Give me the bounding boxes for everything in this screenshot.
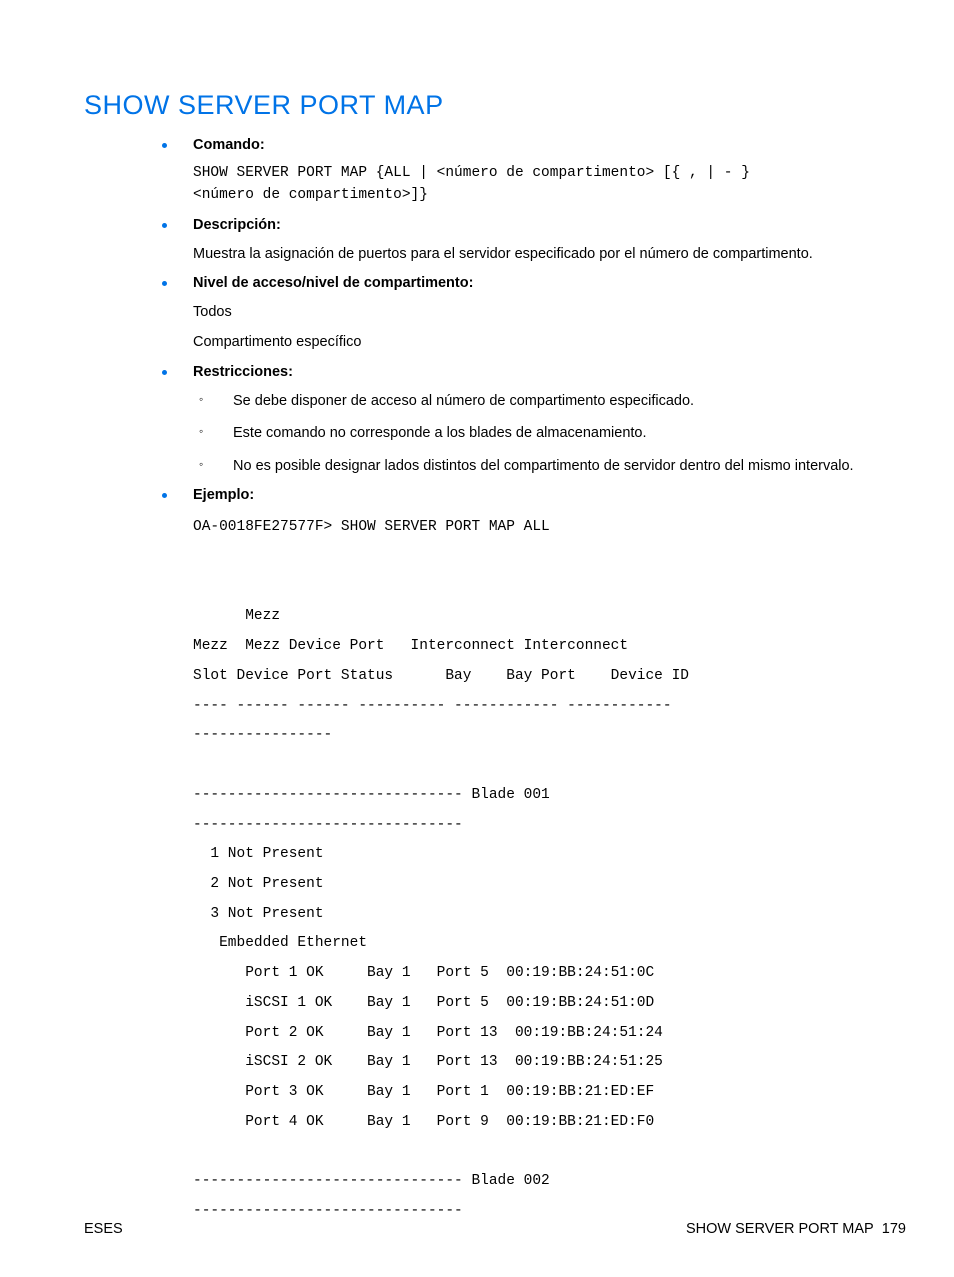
section-nivel: Nivel de acceso/nivel de compartimento: … <box>159 275 906 354</box>
comando-label: Comando: <box>193 137 906 153</box>
nivel-line2: Compartimento específico <box>193 331 906 353</box>
ejemplo-label: Ejemplo: <box>193 487 906 503</box>
descripcion-text: Muestra la asignación de puertos para el… <box>193 243 906 265</box>
ejemplo-output: OA-0018FE27577F> SHOW SERVER PORT MAP AL… <box>193 513 906 1226</box>
footer-left: ESES <box>84 1221 123 1237</box>
section-descripcion: Descripción: Muestra la asignación de pu… <box>159 217 906 265</box>
section-ejemplo: Ejemplo: OA-0018FE27577F> SHOW SERVER PO… <box>159 487 906 1226</box>
footer-right: SHOW SERVER PORT MAP 179 <box>686 1221 906 1237</box>
document-page: SHOW SERVER PORT MAP Comando: SHOW SERVE… <box>0 0 954 1277</box>
footer-right-label: SHOW SERVER PORT MAP <box>686 1221 874 1237</box>
restricciones-list: Se debe disponer de acceso al número de … <box>193 390 906 477</box>
nivel-line1: Todos <box>193 301 906 323</box>
restriccion-item: Este comando no corresponde a los blades… <box>193 422 906 444</box>
descripcion-label: Descripción: <box>193 217 906 233</box>
restriccion-item: Se debe disponer de acceso al número de … <box>193 390 906 412</box>
comando-code: SHOW SERVER PORT MAP {ALL | <número de c… <box>193 163 906 207</box>
page-footer: ESES SHOW SERVER PORT MAP 179 <box>84 1221 906 1237</box>
page-number: 179 <box>882 1221 906 1237</box>
restricciones-label: Restricciones: <box>193 364 906 380</box>
nivel-label: Nivel de acceso/nivel de compartimento: <box>193 275 906 291</box>
restriccion-item: No es posible designar lados distintos d… <box>193 455 906 477</box>
section-list: Comando: SHOW SERVER PORT MAP {ALL | <nú… <box>159 137 906 1227</box>
section-comando: Comando: SHOW SERVER PORT MAP {ALL | <nú… <box>159 137 906 207</box>
page-title: SHOW SERVER PORT MAP <box>84 90 906 121</box>
section-restricciones: Restricciones: Se debe disponer de acces… <box>159 364 906 477</box>
